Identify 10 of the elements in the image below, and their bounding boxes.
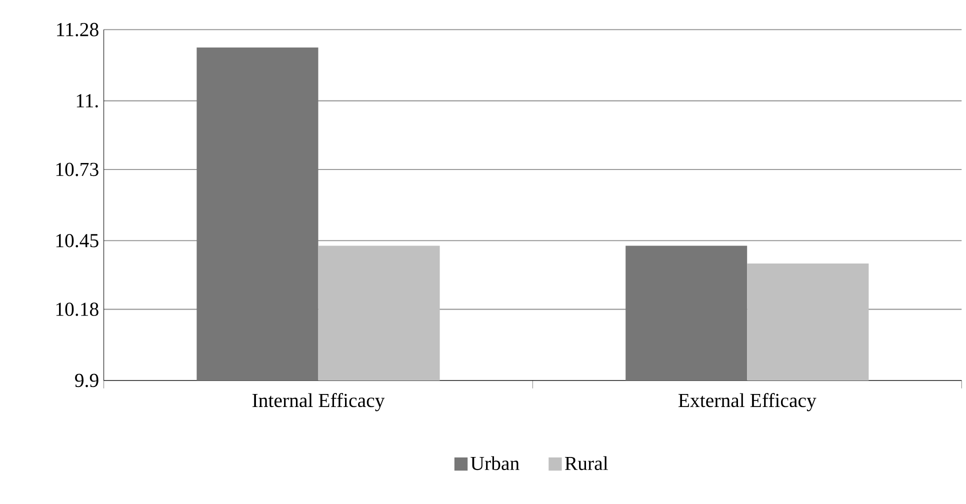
y-tick-label: 10.73 [56,162,98,176]
x-tick-label: Internal Efficacy [252,393,385,412]
x-tick-label: External Efficacy [678,393,816,412]
y-tick-label: 11.28 [57,22,98,36]
y-tick-label: 9.9 [75,374,98,388]
y-tick-label: 10.45 [56,234,98,248]
y-tick-label: 10.18 [56,302,98,316]
legend-label: Urban [470,456,520,470]
legend-label: Rural [565,456,608,470]
y-tick-label: 11. [76,94,98,108]
